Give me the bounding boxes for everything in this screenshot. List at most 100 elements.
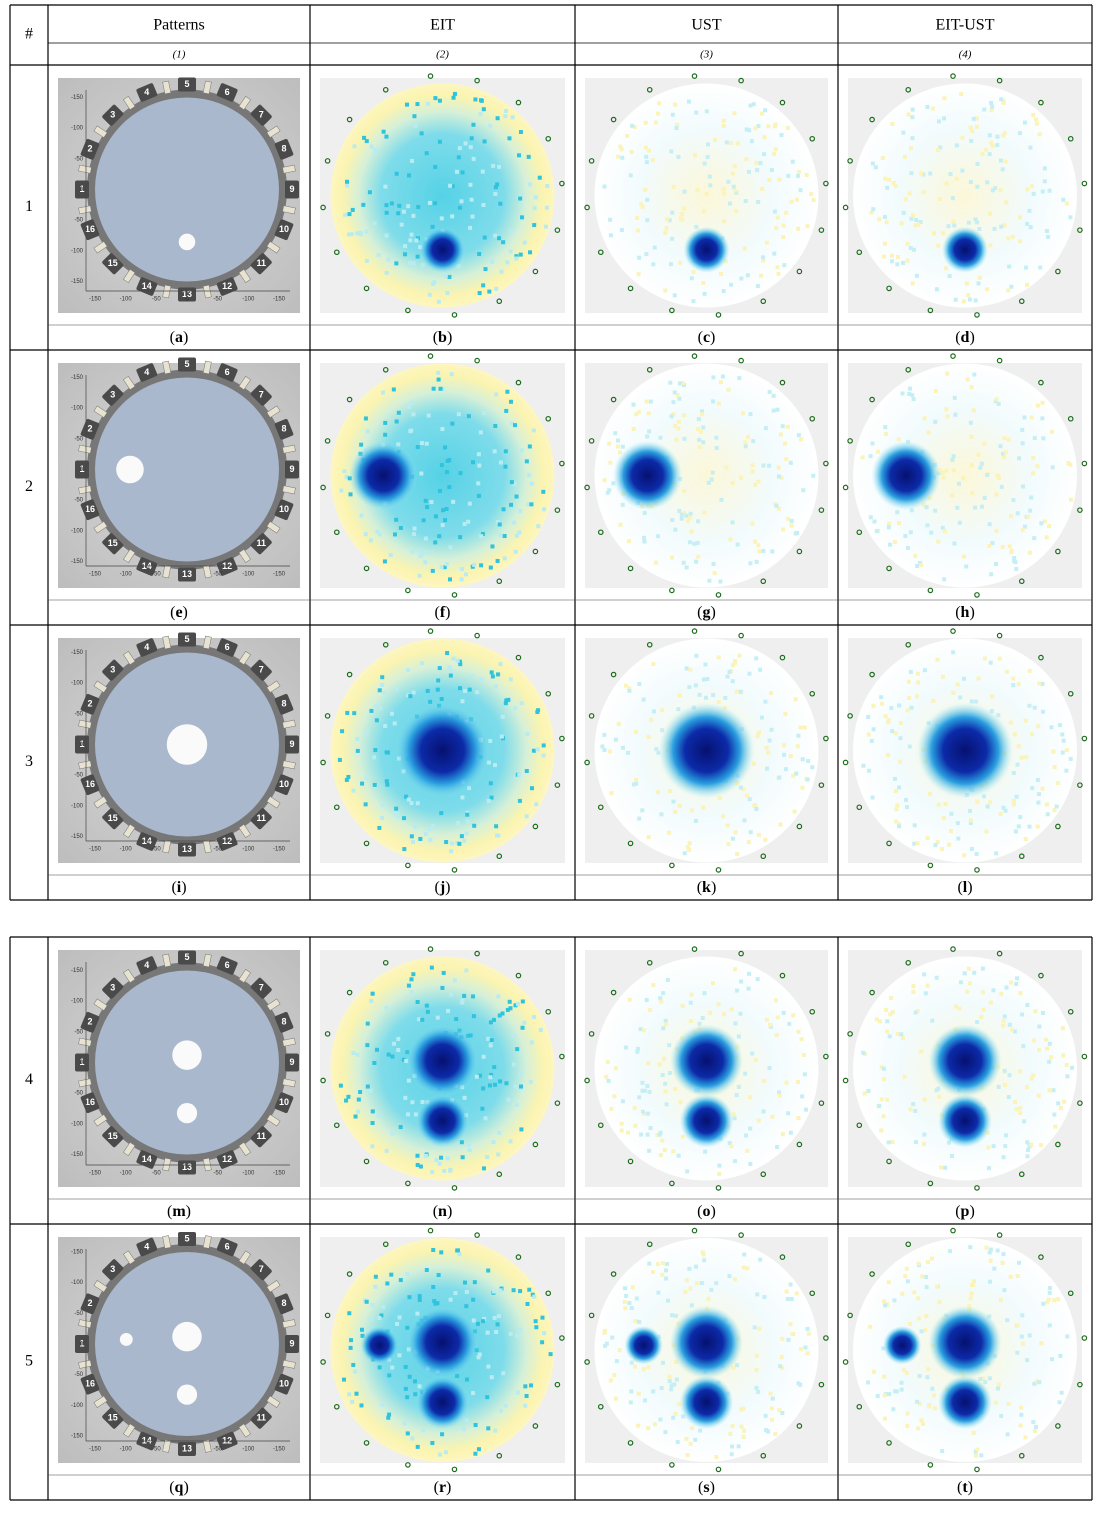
pixel-noise bbox=[347, 1392, 351, 1396]
electrode-number: 14 bbox=[142, 281, 152, 291]
pixel-noise bbox=[479, 98, 483, 102]
pixel-noise bbox=[421, 1428, 425, 1432]
pixel-noise bbox=[897, 437, 901, 441]
pixel-noise bbox=[644, 155, 648, 159]
pixel-noise bbox=[700, 412, 704, 416]
pixel-noise bbox=[637, 1095, 641, 1099]
electrode-number: 14 bbox=[142, 1435, 152, 1445]
pixel-noise bbox=[988, 212, 992, 216]
pixel-noise bbox=[682, 413, 686, 417]
panel-label: (c) bbox=[698, 329, 716, 346]
pixel-noise bbox=[943, 1166, 947, 1170]
pixel-noise bbox=[759, 274, 763, 278]
pixel-noise bbox=[1015, 795, 1019, 799]
pixel-noise bbox=[447, 485, 451, 489]
pixel-noise bbox=[736, 543, 740, 547]
pixel-noise bbox=[428, 293, 432, 297]
pixel-noise bbox=[467, 414, 471, 418]
pixel-noise bbox=[1064, 769, 1068, 773]
pixel-noise bbox=[765, 241, 769, 245]
pixel-noise bbox=[942, 577, 946, 581]
pixel-noise bbox=[393, 721, 397, 725]
pixel-noise bbox=[917, 1262, 921, 1266]
pixel-noise bbox=[683, 1290, 687, 1294]
pixel-noise bbox=[884, 714, 888, 718]
pixel-noise bbox=[673, 810, 677, 814]
pixel-noise bbox=[1006, 236, 1010, 240]
pixel-noise bbox=[688, 841, 692, 845]
pixel-noise bbox=[418, 837, 422, 841]
pixel-noise bbox=[671, 800, 675, 804]
pixel-noise bbox=[715, 446, 719, 450]
pixel-noise bbox=[468, 1148, 472, 1152]
pixel-noise bbox=[515, 1334, 519, 1338]
pixel-noise bbox=[440, 986, 444, 990]
pixel-noise bbox=[627, 1301, 631, 1305]
pixel-noise bbox=[754, 1386, 758, 1390]
pixel-noise bbox=[651, 262, 655, 266]
pixel-noise bbox=[473, 1280, 477, 1284]
pixel-noise bbox=[986, 1145, 990, 1149]
header-number: (2) bbox=[436, 49, 449, 61]
pixel-noise bbox=[685, 666, 689, 670]
pixel-noise bbox=[1018, 239, 1022, 243]
pixel-noise bbox=[383, 724, 387, 728]
pixel-noise bbox=[424, 499, 428, 503]
pixel-noise bbox=[698, 693, 702, 697]
panel-label: (n) bbox=[433, 1203, 453, 1220]
pixel-noise bbox=[1004, 450, 1008, 454]
pixel-noise bbox=[694, 654, 698, 658]
pixel-noise bbox=[928, 171, 932, 175]
pixel-noise bbox=[773, 210, 777, 214]
pixel-noise bbox=[909, 670, 913, 674]
pixel-noise bbox=[354, 1392, 358, 1396]
pixel-noise bbox=[779, 432, 783, 436]
pixel-noise bbox=[529, 502, 533, 506]
pixel-noise bbox=[701, 1016, 705, 1020]
electrode-marker bbox=[428, 354, 432, 358]
pixel-noise bbox=[705, 192, 709, 196]
pixel-noise bbox=[975, 220, 979, 224]
pixel-noise bbox=[477, 1447, 481, 1451]
pixel-noise bbox=[504, 109, 508, 113]
pixel-noise bbox=[606, 1060, 610, 1064]
electrode-number: 8 bbox=[281, 144, 286, 154]
pixel-noise bbox=[898, 736, 902, 740]
pixel-noise bbox=[1041, 787, 1045, 791]
pixel-noise bbox=[439, 387, 443, 391]
pixel-noise bbox=[661, 991, 665, 995]
pixel-noise bbox=[936, 244, 940, 248]
panel-label-part: ) bbox=[710, 1479, 715, 1496]
pixel-noise bbox=[982, 442, 986, 446]
pixel-noise bbox=[904, 798, 908, 802]
pixel-noise bbox=[1007, 1095, 1011, 1099]
pixel-noise bbox=[654, 747, 658, 751]
pixel-noise bbox=[867, 769, 871, 773]
pixel-noise bbox=[962, 853, 966, 857]
pixel-noise bbox=[371, 992, 375, 996]
pixel-noise bbox=[677, 1154, 681, 1158]
pixel-noise bbox=[420, 1018, 424, 1022]
pixel-noise bbox=[686, 519, 690, 523]
pixel-noise bbox=[1004, 200, 1008, 204]
pixel-noise bbox=[455, 170, 459, 174]
panel-label: (p) bbox=[955, 1203, 975, 1220]
axis-tick-label: -150 bbox=[71, 650, 84, 656]
pixel-noise bbox=[1010, 549, 1014, 553]
header-index: # bbox=[25, 26, 33, 43]
pixel-noise bbox=[909, 1107, 913, 1111]
pixel-noise bbox=[871, 207, 875, 211]
pixel-noise bbox=[884, 1008, 888, 1012]
pixel-noise bbox=[339, 489, 343, 493]
axis-tick-label: -150 bbox=[273, 1447, 286, 1453]
panel bbox=[843, 354, 1086, 597]
pixel-noise bbox=[760, 187, 764, 191]
electrode-number: 9 bbox=[289, 184, 294, 194]
pixel-noise bbox=[690, 1426, 694, 1430]
pixel-noise bbox=[403, 1421, 407, 1425]
pixel-noise bbox=[513, 423, 517, 427]
pixel-noise bbox=[1001, 1261, 1005, 1265]
pixel-noise bbox=[612, 1373, 616, 1377]
pixel-noise bbox=[407, 1295, 411, 1299]
pixel-noise bbox=[508, 1006, 512, 1010]
